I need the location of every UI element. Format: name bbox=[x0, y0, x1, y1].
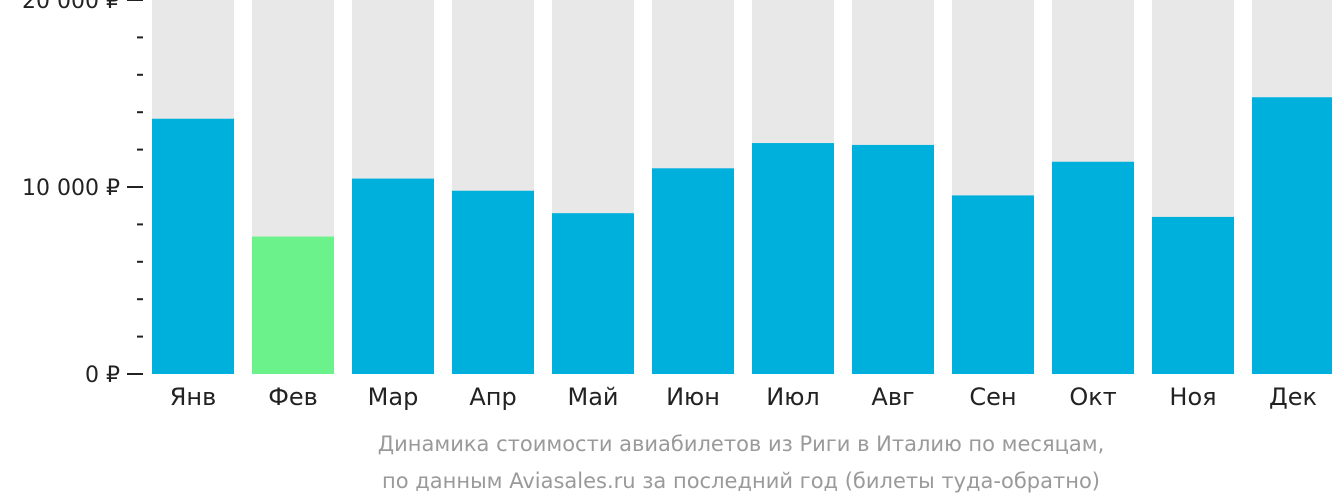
bar-0[interactable] bbox=[152, 118, 234, 375]
bar-9[interactable] bbox=[1052, 161, 1134, 374]
bar-10[interactable] bbox=[1152, 216, 1234, 374]
x-tick-label: Янв bbox=[170, 383, 217, 411]
x-tick-label: Май bbox=[567, 383, 618, 411]
bar-8[interactable] bbox=[952, 195, 1034, 374]
bar-7[interactable] bbox=[852, 144, 934, 374]
y-tick-label: 10 000 ₽ bbox=[22, 176, 120, 201]
x-axis: Янв Фев Мар Апр Май Июн Июл Авг Сен Окт Ноя Дек bbox=[170, 383, 1317, 411]
x-tick-label: Окт bbox=[1069, 383, 1116, 411]
value-bars bbox=[152, 97, 1332, 375]
bar-4[interactable] bbox=[552, 213, 634, 374]
y-tick-label: 0 ₽ bbox=[85, 363, 120, 388]
x-tick-label: Фев bbox=[268, 383, 318, 411]
chart-caption-line-2: по данным Aviasales.ru за последний год … bbox=[382, 469, 1100, 493]
bar-5[interactable] bbox=[652, 168, 734, 374]
y-tick-label: 20 000 ₽ bbox=[22, 0, 120, 14]
y-axis: 0 ₽ 10 000 ₽ 20 000 ₽ bbox=[22, 0, 143, 388]
x-tick-label: Сен bbox=[969, 383, 1016, 411]
x-tick-label: Июл bbox=[766, 383, 820, 411]
chart-caption-line-1: Динамика стоимости авиабилетов из Риги в… bbox=[378, 432, 1105, 456]
x-tick-label: Апр bbox=[469, 383, 516, 411]
x-tick-label: Дек bbox=[1269, 383, 1317, 411]
x-tick-label: Ноя bbox=[1169, 383, 1216, 411]
x-tick-label: Авг bbox=[871, 383, 914, 411]
x-tick-label: Июн bbox=[666, 383, 720, 411]
bar-1[interactable] bbox=[252, 236, 334, 374]
x-tick-label: Мар bbox=[368, 383, 419, 411]
bar-3[interactable] bbox=[452, 190, 534, 374]
bar-11[interactable] bbox=[1252, 97, 1332, 375]
bar-2[interactable] bbox=[352, 178, 434, 374]
bar-6[interactable] bbox=[752, 143, 834, 374]
